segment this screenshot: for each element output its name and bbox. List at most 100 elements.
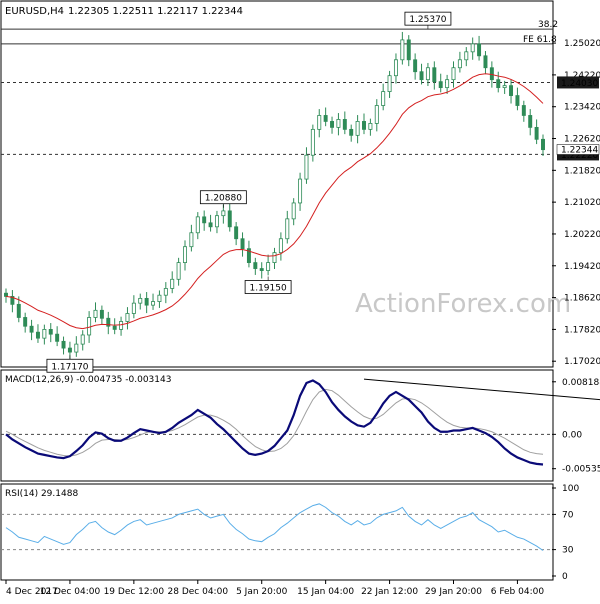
price-y-tick-label: 1.21020 bbox=[564, 198, 600, 208]
macd-panel: 0.008188 0.00 -0.00535 bbox=[1, 378, 600, 475]
candle-body bbox=[323, 115, 328, 122]
candle-body bbox=[151, 301, 156, 306]
macd-signal-line bbox=[5, 388, 544, 457]
candle-body bbox=[470, 43, 475, 53]
candle-body bbox=[317, 115, 322, 130]
watermark: ActionForex.com bbox=[355, 289, 571, 319]
candle-body bbox=[534, 126, 539, 140]
candle-body bbox=[298, 178, 303, 204]
candle-body bbox=[183, 246, 187, 263]
candle-body bbox=[93, 309, 98, 318]
candle-body bbox=[477, 43, 482, 57]
price-annotation-box bbox=[404, 11, 452, 26]
macd-y-tick-label: 0.008188 bbox=[562, 378, 600, 388]
candle-body bbox=[227, 210, 232, 228]
candle-body bbox=[432, 67, 437, 83]
candle-body bbox=[457, 59, 462, 69]
candle-body bbox=[521, 105, 526, 116]
candle-body bbox=[515, 95, 520, 106]
candle-body bbox=[221, 210, 226, 217]
rsi-line bbox=[5, 503, 544, 551]
rsi-title: RSI(14) 29.1488 bbox=[5, 489, 78, 499]
candle-body bbox=[419, 71, 424, 81]
candle-body bbox=[29, 325, 34, 333]
price-annotation-label: 1.19150 bbox=[249, 284, 286, 294]
x-tick-label: 15 Jan 04:00 bbox=[297, 587, 354, 597]
price-panel: 1.25020 1.24220 1.23420 1.22620 1.21820 1.210… bbox=[1, 11, 600, 373]
candle-body bbox=[106, 317, 111, 327]
price-y-tick-label: 1.17020 bbox=[564, 357, 600, 367]
candle-body bbox=[355, 121, 360, 136]
header-symbol: EURUSD,H4 bbox=[5, 6, 64, 17]
price-y-tick-label: 1.20220 bbox=[564, 230, 600, 240]
candle-body bbox=[387, 75, 392, 92]
candle-body bbox=[195, 216, 200, 234]
price-y-tick-label: 1.23420 bbox=[564, 103, 600, 113]
candle-body bbox=[509, 85, 514, 96]
candle-body bbox=[272, 252, 277, 263]
candle-body bbox=[445, 79, 450, 89]
current-price-tag bbox=[556, 144, 600, 155]
price-y-tick-label: 1.17820 bbox=[564, 325, 600, 335]
x-tick-label: 29 Jan 20:00 bbox=[425, 587, 482, 597]
candle-body bbox=[310, 128, 315, 156]
candle-body bbox=[23, 317, 28, 327]
header-ohlc: 1.22305 1.22511 1.22117 1.22344 bbox=[68, 6, 243, 17]
current-price-label: 1.22344 bbox=[561, 145, 598, 155]
candle-body bbox=[16, 303, 21, 318]
candle-body bbox=[496, 79, 501, 89]
x-tick-label: 19 Dec 12:00 bbox=[104, 587, 165, 597]
candle-body bbox=[342, 119, 347, 130]
macd-y-tick-label: -0.00535 bbox=[562, 465, 600, 475]
price-annotation-label: 1.25370 bbox=[409, 15, 446, 25]
x-tick-label: 28 Dec 04:00 bbox=[168, 587, 229, 597]
candle-body bbox=[208, 222, 213, 228]
sma-line bbox=[5, 73, 544, 330]
candle-body bbox=[451, 67, 456, 81]
price-y-tick-label: 1.21820 bbox=[564, 166, 600, 176]
price-level-tag-label: 1.24030 bbox=[561, 79, 598, 89]
candle-body bbox=[259, 268, 264, 271]
candle-body bbox=[483, 55, 488, 69]
x-tick-label: 22 Jan 12:00 bbox=[361, 587, 418, 597]
macd-trendline bbox=[363, 378, 600, 401]
candle-body bbox=[438, 81, 443, 89]
candle-body bbox=[240, 238, 245, 250]
candle-body bbox=[214, 215, 219, 228]
price-y-tick-label: 1.24220 bbox=[564, 71, 600, 81]
candle-body bbox=[138, 297, 143, 304]
price-level-tag bbox=[557, 76, 599, 89]
candle-body bbox=[170, 278, 175, 289]
candle-body bbox=[202, 216, 207, 224]
candle-body bbox=[48, 329, 53, 335]
candle-body bbox=[246, 248, 251, 263]
macd-title: MACD(12,26,9) -0.004735 -0.003143 bbox=[5, 375, 171, 385]
candle-body bbox=[99, 309, 104, 319]
candle-body bbox=[234, 226, 239, 240]
candle-body bbox=[541, 138, 545, 151]
candle-body bbox=[362, 121, 366, 130]
price-y-tick-label: 1.19420 bbox=[564, 262, 600, 272]
candle-body bbox=[55, 333, 60, 342]
candle-body bbox=[464, 51, 469, 61]
rsi-y-tick-label: 30 bbox=[562, 546, 574, 556]
x-tick-label: 5 Jan 20:00 bbox=[236, 587, 288, 597]
candle-body bbox=[35, 331, 40, 339]
candle-body bbox=[393, 59, 398, 77]
candle-body bbox=[131, 302, 136, 314]
rsi-panel: 100 70 30 0 bbox=[1, 484, 579, 582]
rsi-y-tick-label: 100 bbox=[562, 484, 579, 494]
candle-body bbox=[502, 85, 507, 89]
candle-body bbox=[368, 123, 373, 130]
macd-panel-border bbox=[0, 369, 554, 482]
candle-body bbox=[80, 334, 85, 345]
candle-body bbox=[528, 115, 533, 128]
candle-body bbox=[189, 232, 194, 248]
rsi-y-tick-label: 70 bbox=[562, 510, 574, 520]
price-level-tag-label: 1.22220 bbox=[561, 151, 598, 161]
candle-body bbox=[119, 321, 124, 330]
x-tick-label: 4 Dec 2017 bbox=[6, 587, 58, 597]
